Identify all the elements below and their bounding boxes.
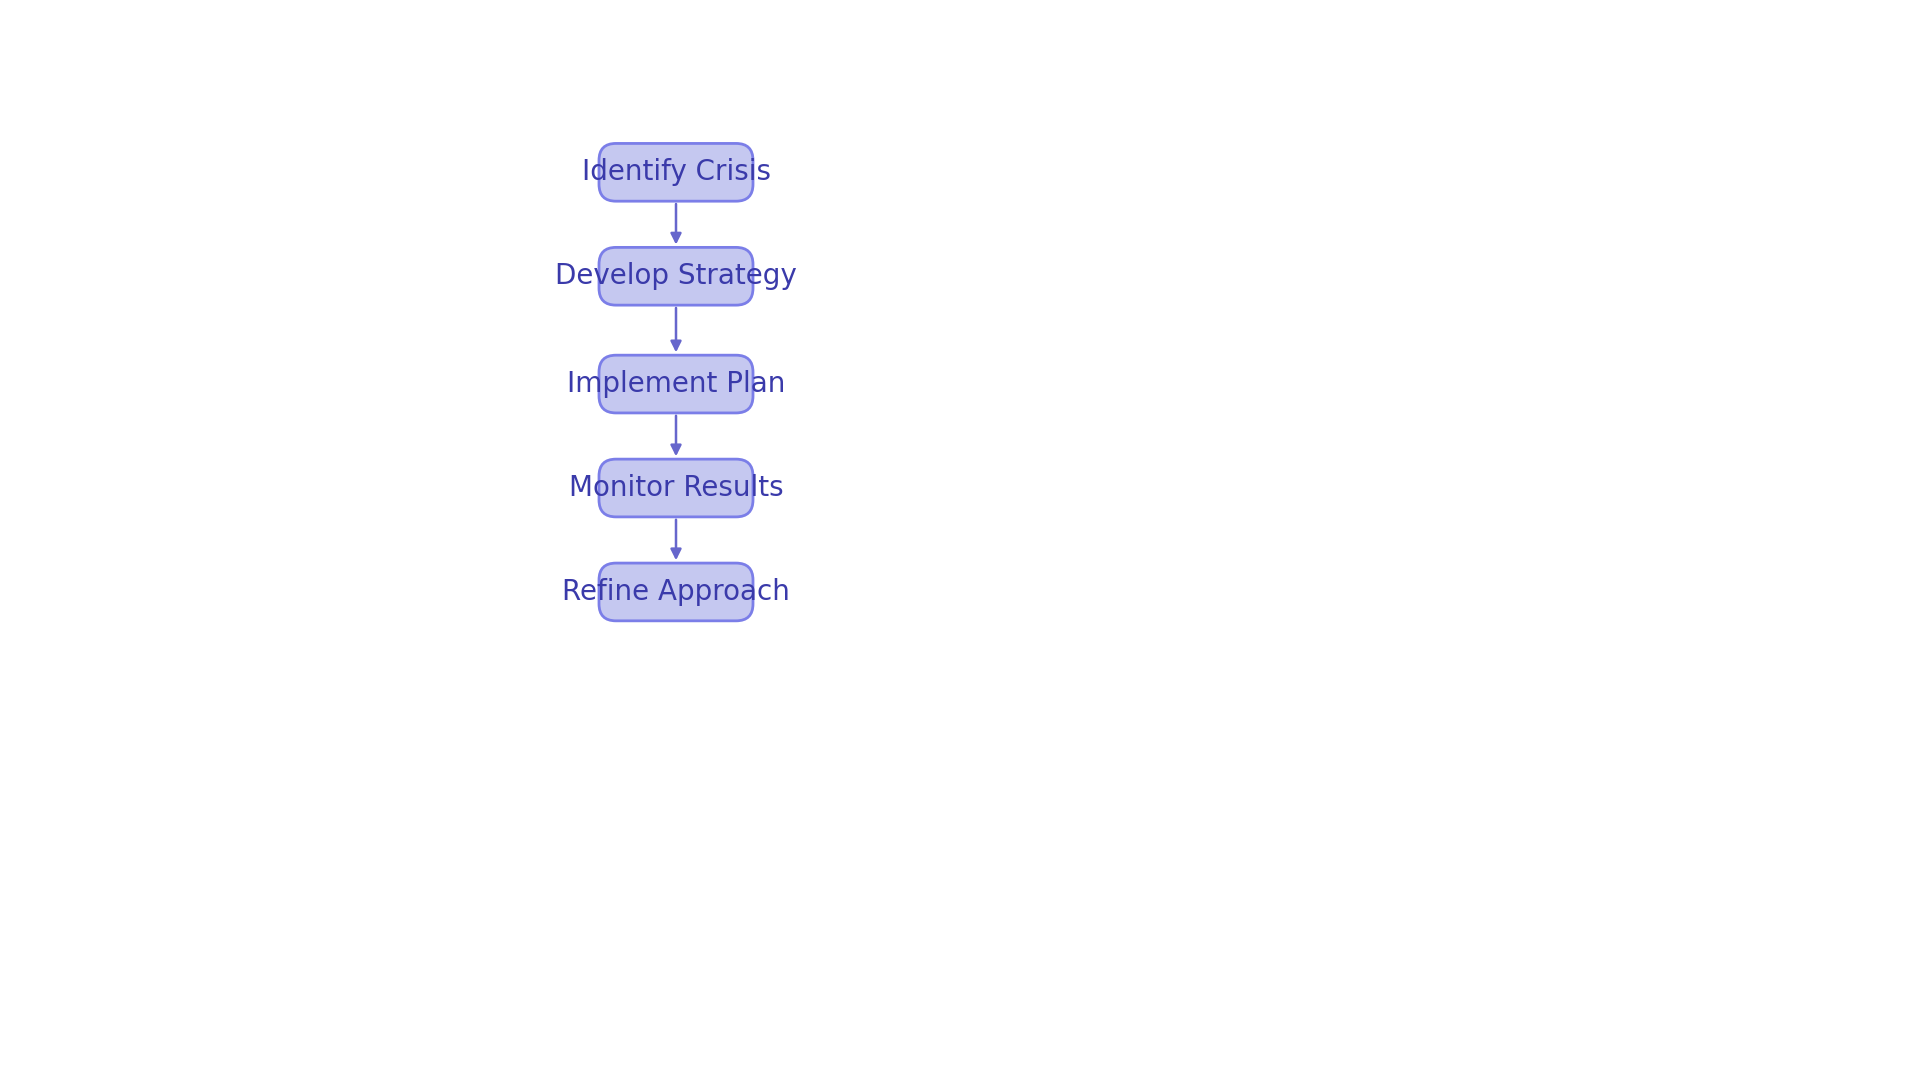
Text: Identify Crisis: Identify Crisis: [582, 158, 770, 186]
FancyBboxPatch shape: [599, 247, 753, 305]
FancyBboxPatch shape: [599, 563, 753, 621]
FancyBboxPatch shape: [599, 143, 753, 201]
FancyBboxPatch shape: [599, 355, 753, 413]
Text: Develop Strategy: Develop Strategy: [555, 262, 797, 290]
Text: Monitor Results: Monitor Results: [568, 474, 783, 503]
FancyBboxPatch shape: [599, 459, 753, 517]
Text: Implement Plan: Implement Plan: [566, 370, 785, 399]
Text: Refine Approach: Refine Approach: [563, 578, 789, 606]
